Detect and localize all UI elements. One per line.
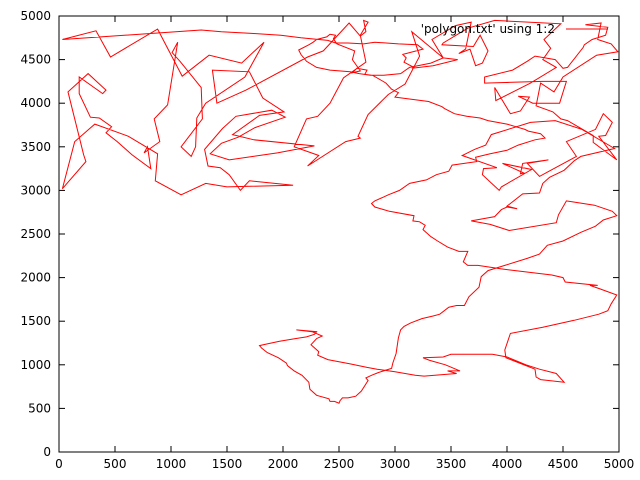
x-tick-label: 1000 <box>156 457 187 471</box>
y-tick-label: 1000 <box>20 358 51 372</box>
y-tick-labels: 0 500 1000 1500 2000 2500 3000 3500 4000 4500 5000 <box>20 9 51 459</box>
y-tick-label: 2000 <box>20 271 51 285</box>
x-tick-label: 5000 <box>604 457 635 471</box>
x-tick-label: 4500 <box>548 457 579 471</box>
y-tick-label: 500 <box>28 401 51 415</box>
legend: 'polygon.txt' using 1:2 <box>421 22 608 36</box>
x-tick-label: 2500 <box>324 457 355 471</box>
legend-label-polygon: 'polygon.txt' using 1:2 <box>421 22 555 36</box>
y-tick-label: 0 <box>43 445 51 459</box>
series-line-polygon <box>61 19 619 404</box>
y-tick-label: 2500 <box>20 227 51 241</box>
x-tick-labels: 0 500 1000 1500 2000 2500 3000 3500 4000 4500 5000 <box>55 457 634 471</box>
x-tick-label: 2000 <box>268 457 299 471</box>
y-tick-label: 4000 <box>20 96 51 110</box>
y-tick-label: 1500 <box>20 314 51 328</box>
x-tick-label: 3500 <box>436 457 467 471</box>
x-tick-label: 1500 <box>212 457 243 471</box>
y-tick-label: 4500 <box>20 53 51 67</box>
y-tick-label: 3000 <box>20 183 51 197</box>
series-layer <box>61 19 619 404</box>
axis-ticks <box>58 15 620 453</box>
x-tick-label: 3000 <box>380 457 411 471</box>
y-tick-label: 5000 <box>20 9 51 23</box>
y-tick-label: 3500 <box>20 140 51 154</box>
x-tick-label: 4000 <box>492 457 523 471</box>
x-tick-label: 500 <box>104 457 127 471</box>
x-tick-label: 0 <box>55 457 63 471</box>
